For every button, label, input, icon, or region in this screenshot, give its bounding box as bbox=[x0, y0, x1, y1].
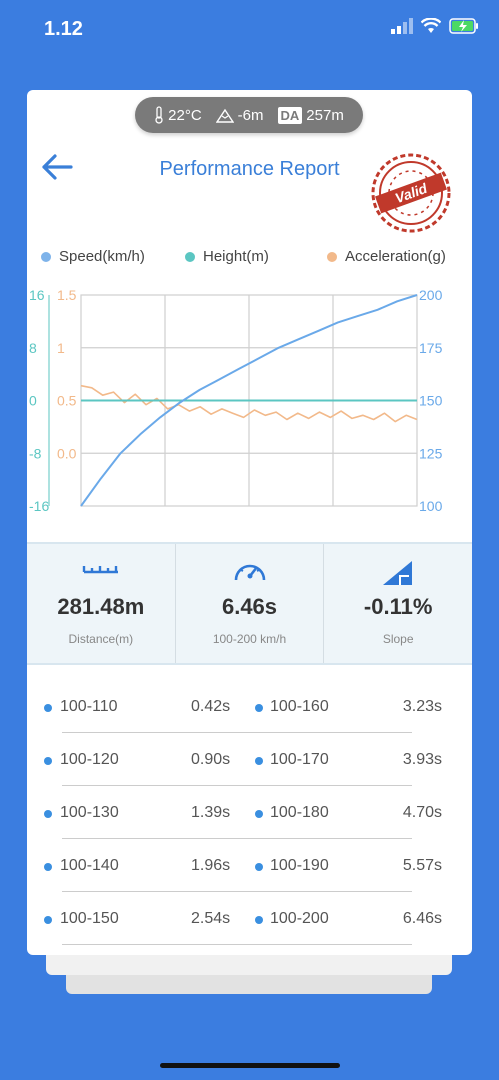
legend-accel-label: Acceleration(g) bbox=[345, 248, 446, 265]
stat-distance: 281.48m Distance(m) bbox=[27, 544, 175, 663]
stat-distance-label: Distance(m) bbox=[68, 632, 134, 646]
cellular-signal-icon bbox=[391, 18, 413, 34]
split-bullet bbox=[255, 863, 263, 871]
split-row: 100-110 0.42s 100-160 3.23s bbox=[27, 688, 472, 741]
status-bar: 1.12 bbox=[0, 0, 499, 60]
split-time: 6.46s bbox=[402, 910, 442, 927]
stat-time: 6.46s 100-200 km/h bbox=[174, 544, 324, 663]
height-tick-label: -16 bbox=[29, 498, 49, 514]
split-bullet bbox=[44, 810, 52, 818]
split-bullet bbox=[255, 810, 263, 818]
height-tick-label: 16 bbox=[29, 287, 45, 303]
accel-tick-label: 1.5 bbox=[57, 287, 77, 303]
split-time: 2.54s bbox=[191, 910, 231, 927]
height-tick-label: 0 bbox=[29, 393, 37, 409]
acceleration-series-line bbox=[80, 384, 418, 423]
density-altitude-readout: DA 257m bbox=[277, 106, 344, 124]
legend-height-label: Height(m) bbox=[203, 248, 269, 265]
split-row: 100-120 0.90s 100-170 3.93s bbox=[27, 741, 472, 794]
split-range: 100-160 bbox=[270, 698, 329, 715]
legend-item-height: Height(m) bbox=[185, 248, 269, 265]
split-range: 100-140 bbox=[60, 857, 119, 874]
da-badge: DA bbox=[277, 106, 303, 124]
stat-slope-value: -0.11% bbox=[363, 594, 433, 619]
height-tick-label: -8 bbox=[29, 445, 42, 461]
split-time: 1.96s bbox=[191, 857, 231, 874]
density-altitude-value: 257m bbox=[306, 106, 344, 124]
ruler-icon bbox=[82, 566, 118, 574]
accel-tick-label: 0.0 bbox=[57, 445, 77, 461]
row-divider bbox=[62, 944, 412, 945]
temperature-readout: 22°C bbox=[154, 106, 202, 124]
legend-item-speed: Speed(km/h) bbox=[41, 248, 145, 265]
split-bullet bbox=[255, 916, 263, 924]
home-indicator[interactable] bbox=[160, 1063, 340, 1068]
split-range: 100-130 bbox=[60, 804, 119, 821]
speed-tick-label: 200 bbox=[419, 287, 443, 303]
split-time: 4.70s bbox=[402, 804, 442, 821]
valid-stamp-icon: Valid bbox=[371, 153, 451, 233]
split-range: 100-110 bbox=[60, 698, 118, 715]
split-time: 1.39s bbox=[191, 804, 231, 821]
split-time: 3.93s bbox=[402, 751, 442, 768]
wifi-icon bbox=[421, 18, 441, 33]
split-time: 5.57s bbox=[402, 857, 442, 874]
altitude-readout: -6m bbox=[215, 106, 264, 124]
split-bullet bbox=[44, 757, 52, 765]
stat-time-label: 100-200 km/h bbox=[212, 632, 287, 646]
split-row: 100-150 2.54s 100-200 6.46s bbox=[27, 900, 472, 953]
performance-chart: 16 8 0 -8 -16 1.5 1 0.5 0.0 200 175 150 125 100 bbox=[29, 287, 443, 514]
split-bullet bbox=[255, 704, 263, 712]
height-tick-label: 8 bbox=[29, 340, 37, 356]
split-bullet bbox=[44, 704, 52, 712]
status-time: 1.12 bbox=[44, 18, 83, 40]
accel-tick-label: 1 bbox=[57, 340, 65, 356]
legend-height-dot bbox=[185, 251, 195, 262]
speed-series-line bbox=[80, 294, 418, 507]
mountain-icon bbox=[215, 108, 234, 123]
battery-charging-icon bbox=[449, 18, 478, 34]
split-bullet bbox=[44, 916, 52, 924]
speed-tick-label: 125 bbox=[419, 445, 443, 461]
split-range: 100-190 bbox=[270, 857, 329, 874]
split-time: 0.90s bbox=[191, 751, 231, 768]
speed-tick-label: 175 bbox=[419, 340, 443, 356]
row-divider bbox=[62, 785, 412, 786]
legend-item-acceleration: Acceleration(g) bbox=[327, 248, 446, 265]
legend-speed-dot bbox=[41, 251, 51, 262]
split-range: 100-120 bbox=[60, 751, 119, 768]
stat-time-value: 6.46s bbox=[221, 594, 278, 619]
thermometer-icon bbox=[155, 106, 163, 124]
accel-tick-label: 0.5 bbox=[57, 393, 77, 409]
report-card: 22°C -6m DA 257m Performance Report Vali… bbox=[27, 90, 472, 955]
split-bullet bbox=[44, 863, 52, 871]
split-range: 100-200 bbox=[270, 910, 329, 927]
legend-speed-label: Speed(km/h) bbox=[59, 248, 145, 265]
row-divider bbox=[62, 891, 412, 892]
stat-slope: -0.11% Slope bbox=[323, 544, 472, 663]
split-range: 100-150 bbox=[60, 910, 119, 927]
split-bullet bbox=[255, 757, 263, 765]
row-divider bbox=[62, 838, 412, 839]
temperature-value: 22°C bbox=[168, 106, 202, 124]
row-divider bbox=[62, 732, 412, 733]
split-time: 3.23s bbox=[402, 698, 442, 715]
split-row: 100-140 1.96s 100-190 5.57s bbox=[27, 847, 472, 900]
conditions-pill: 22°C -6m DA 257m bbox=[135, 97, 363, 133]
altitude-value: -6m bbox=[237, 106, 264, 124]
speed-tick-label: 150 bbox=[419, 393, 443, 409]
page-title: Performance Report bbox=[159, 158, 340, 180]
split-time: 0.42s bbox=[191, 698, 231, 715]
back-arrow-icon[interactable] bbox=[39, 152, 75, 182]
split-range: 100-170 bbox=[270, 751, 329, 768]
split-row: 100-130 1.39s 100-180 4.70s bbox=[27, 794, 472, 847]
speed-tick-label: 100 bbox=[419, 498, 443, 514]
speedometer-icon bbox=[234, 564, 265, 581]
stats-panel: 281.48m Distance(m) 6.46s 100-200 km/h -… bbox=[27, 542, 472, 665]
split-range: 100-180 bbox=[270, 804, 329, 821]
stat-slope-label: Slope bbox=[382, 632, 414, 646]
legend-accel-dot bbox=[327, 251, 337, 262]
stat-distance-value: 281.48m bbox=[57, 594, 145, 619]
slope-icon bbox=[383, 561, 413, 585]
